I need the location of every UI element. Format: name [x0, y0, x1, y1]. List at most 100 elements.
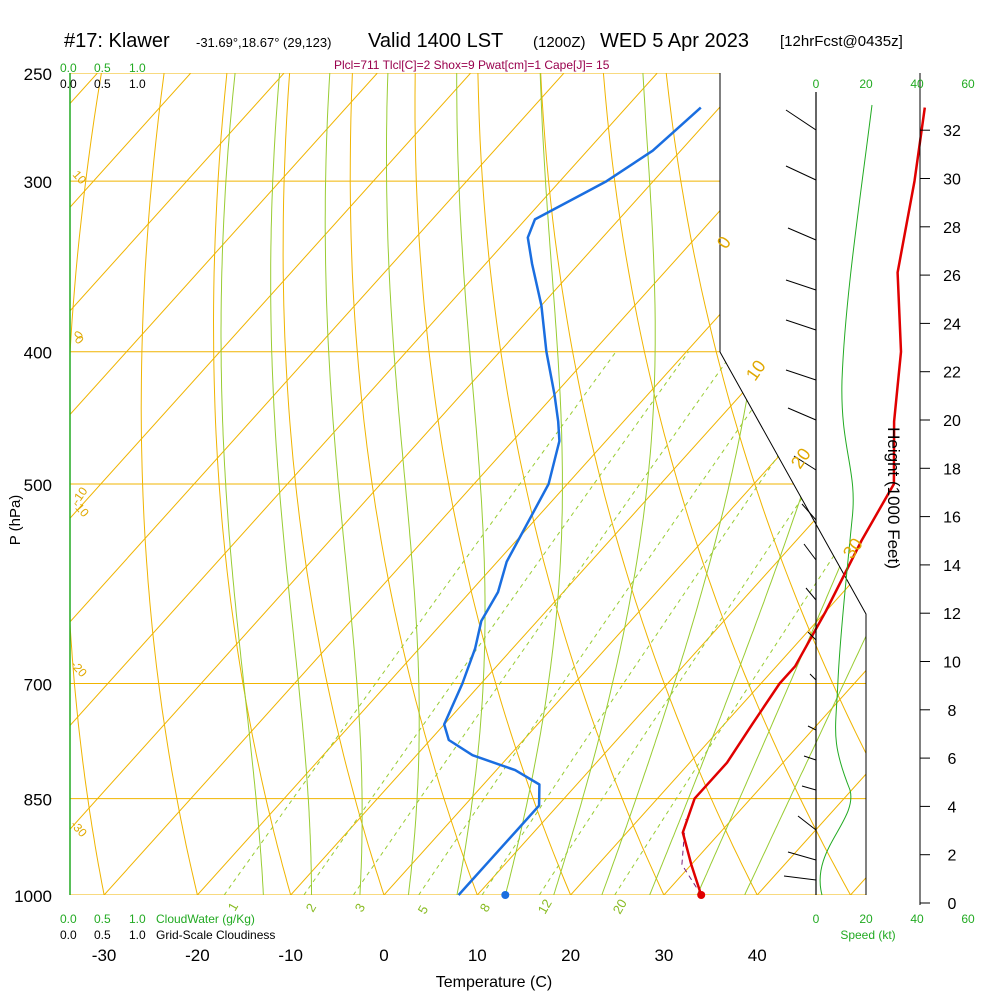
isotherm-line — [70, 73, 493, 895]
x-axis-label: Temperature (C) — [436, 974, 552, 991]
speed-tick-bottom: 0 — [813, 912, 820, 926]
x-tick-label: -10 — [278, 946, 303, 965]
dry-adiabat — [477, 73, 679, 895]
p-tick-label: 850 — [24, 791, 52, 810]
zulu-time: (1200Z) — [533, 34, 586, 51]
cloud-scale-bottom-green: 0.5 — [94, 912, 111, 926]
cloud-scale-top-black: 1.0 — [129, 77, 146, 91]
speed-tick-top: 40 — [910, 77, 924, 91]
wind-barb — [807, 725, 817, 731]
temperature-line — [681, 107, 927, 896]
dry-adiabat — [282, 73, 395, 895]
dewpoint-line — [442, 106, 702, 896]
mixing-ratio-label: 3 — [352, 901, 369, 915]
p-tick-label: 500 — [24, 476, 52, 495]
wind-speed-profile — [819, 104, 873, 896]
height-tick-label: 6 — [948, 751, 957, 768]
p-tick-label: 400 — [24, 344, 52, 363]
mixing-ratio-label: 20 — [610, 896, 630, 916]
isotherm-line — [450, 73, 866, 895]
height-tick-label: 22 — [943, 365, 961, 382]
cloud-scale-bottom-black: 1.0 — [129, 928, 146, 942]
height-tick-label: 8 — [948, 703, 957, 720]
speed-tick-top: 20 — [859, 77, 873, 91]
wind-barb — [801, 785, 817, 791]
height-tick-label: 0 — [948, 896, 957, 913]
mixing-ratio-line — [538, 351, 866, 895]
speed-tick-bottom: 60 — [961, 912, 975, 926]
x-tick-label: -30 — [92, 946, 117, 965]
cloud-scale-top-green: 1.0 — [129, 61, 146, 75]
moist-adiabat — [730, 73, 866, 895]
isotherm-line — [70, 73, 120, 895]
cloud-scale-top-green: 0.5 — [94, 61, 111, 75]
moist-adiabat — [450, 73, 486, 895]
dry-adiabat-label: 20 — [787, 444, 815, 472]
wind-barb — [787, 227, 817, 241]
x-tick-label: 30 — [654, 946, 673, 965]
isotherm-line — [77, 73, 866, 895]
station-coords: -31.69°,18.67° (29,123) — [196, 35, 332, 50]
height-tick-label: 26 — [943, 268, 961, 285]
p-tick-label: 300 — [24, 173, 52, 192]
height-tick-label: 12 — [943, 606, 961, 623]
moist-adiabat — [637, 73, 866, 895]
speed-axis-label: Speed (kt) — [840, 928, 895, 942]
wind-barb — [787, 851, 817, 861]
isotherm-line — [70, 73, 587, 895]
x-tick-label: 0 — [379, 946, 388, 965]
isotherm-line — [0, 49, 26, 924]
cloud-scale-top-green: 0.0 — [60, 61, 77, 75]
station-title: #17: Klawer — [64, 30, 170, 52]
moist-adiabat-label: 0 — [713, 233, 735, 253]
height-tick-label: 2 — [948, 848, 957, 865]
valid-date: WED 5 Apr 2023 — [600, 30, 749, 52]
mixing-ratio-label: 12 — [535, 896, 555, 916]
p-tick-label: 700 — [24, 676, 52, 695]
wind-barb — [803, 543, 817, 561]
cloud-scale-bottom-green: 0.0 — [60, 912, 77, 926]
mixing-ratio-line — [352, 351, 734, 895]
dry-adiabat — [539, 73, 773, 895]
height-tick-label: 20 — [943, 413, 961, 430]
x-tick-label: 10 — [468, 946, 487, 965]
height-tick-label: 14 — [943, 558, 961, 575]
cloud-scale-bottom-black: 0.0 — [60, 928, 77, 942]
height-tick-label: 30 — [943, 172, 961, 189]
moist-adiabat — [684, 73, 866, 895]
wind-barb — [785, 109, 817, 131]
dry-adiabat — [601, 73, 866, 895]
moist-adiabat — [386, 73, 420, 895]
wind-barb — [785, 165, 817, 181]
dry-adiabat — [140, 73, 206, 895]
isotherm-label: 10 — [70, 168, 90, 188]
x-tick-label: 40 — [748, 946, 767, 965]
cloudiness-label: Grid-Scale Cloudiness — [156, 928, 275, 942]
isotherm-line — [637, 73, 866, 895]
dry-adiabat — [414, 73, 584, 895]
moist-adiabat — [220, 73, 266, 895]
surface-temp-dot — [697, 891, 706, 899]
mixing-ratio-label: 2 — [303, 901, 320, 915]
sounding-params: Plcl=711 Tlcl[C]=2 Shox=9 Pwat[cm]=1 Cap… — [334, 58, 610, 72]
isotherm-label: -30 — [68, 818, 90, 840]
speed-tick-top: 0 — [813, 77, 820, 91]
hodo-frame — [719, 351, 867, 895]
speed-tick-top: 60 — [961, 77, 975, 91]
p-axis-label: P (hPa) — [7, 495, 24, 546]
mixing-ratio-line — [303, 351, 689, 895]
isotherm-label: -20 — [68, 658, 90, 680]
mixing-ratio-line — [418, 351, 793, 895]
height-tick-label: 18 — [943, 461, 961, 478]
wind-barb — [793, 455, 817, 471]
mixing-ratio-line — [614, 351, 866, 895]
moist-adiabat — [544, 73, 656, 895]
wind-barb — [805, 587, 817, 601]
wind-barb — [807, 631, 817, 641]
x-tick-label: -20 — [185, 946, 210, 965]
p-tick-label: 1000 — [14, 887, 52, 906]
dry-adiabat — [349, 73, 489, 895]
height-tick-label: 24 — [943, 316, 961, 333]
forecast-info: [12hrFcst@0435z] — [780, 33, 903, 50]
